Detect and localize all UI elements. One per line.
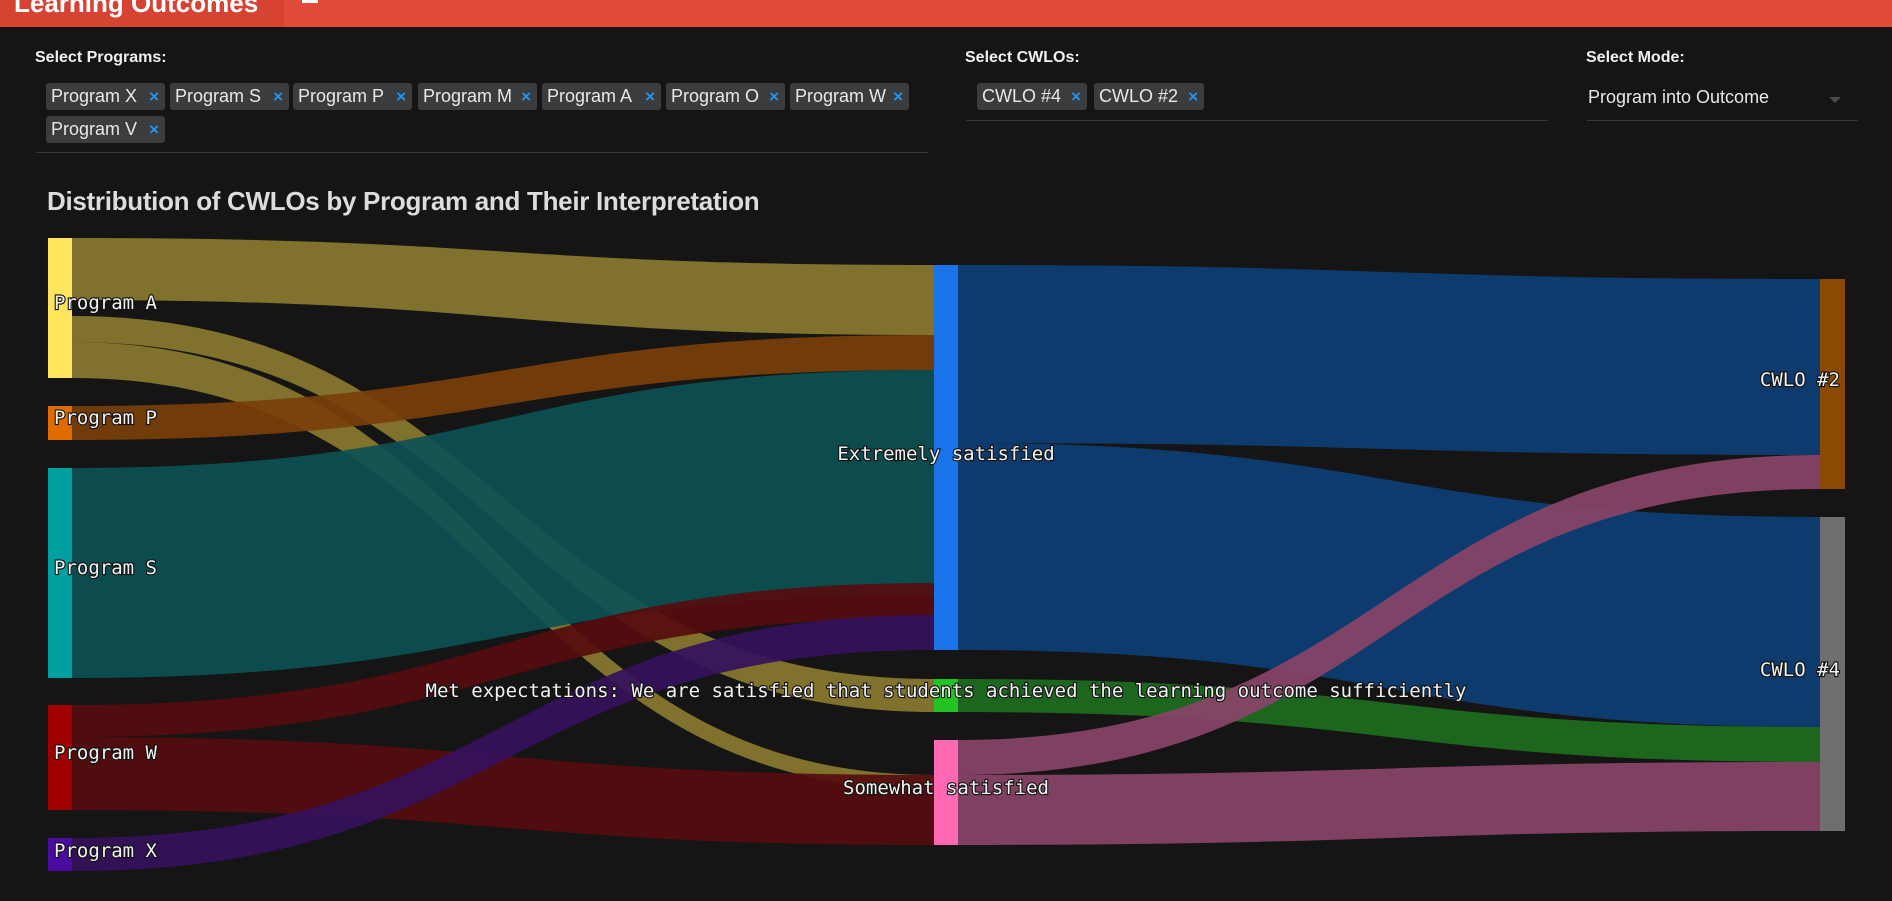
remove-tag-icon[interactable]: × xyxy=(149,87,159,106)
link-program-p-to-extremely-satisfied[interactable] xyxy=(72,335,934,440)
node-program-w[interactable] xyxy=(48,705,72,810)
remove-tag-icon[interactable]: × xyxy=(396,87,406,106)
tag-program-w: Program W × xyxy=(790,83,909,110)
node-program-s[interactable] xyxy=(48,468,72,678)
node-label-program-p: Program P xyxy=(54,407,157,429)
tag-program-v: Program V × xyxy=(46,116,165,143)
link-somewhat-satisfied-to-cwlo-4[interactable] xyxy=(958,762,1820,845)
node-label-cwlo-4: CWLO #4 xyxy=(1760,659,1840,681)
link-met-expectations-to-cwlo-4[interactable] xyxy=(958,679,1820,762)
node-cwlo-2[interactable] xyxy=(1820,279,1845,489)
chevron-down-icon[interactable] xyxy=(1829,97,1841,103)
tag-label: CWLO #2 xyxy=(1099,86,1179,106)
tag-label: Program S xyxy=(175,86,262,106)
tag-program-p: Program P × xyxy=(293,83,412,110)
cwlos-label: Select CWLOs: xyxy=(965,49,1080,66)
tag-label: CWLO #4 xyxy=(982,86,1062,106)
tag-program-x: Program X × xyxy=(46,83,165,110)
node-label-program-x: Program X xyxy=(54,840,158,862)
mode-label: Select Mode: xyxy=(1586,49,1685,66)
top-bar: Learning Outcomes xyxy=(0,0,1892,27)
link-program-a-to-extremely-satisfied[interactable] xyxy=(72,238,934,335)
programs-multiselect[interactable]: Program X × Program S × Program P × Program M ×… xyxy=(36,80,928,153)
link-program-w-to-somewhat-satisfied[interactable] xyxy=(72,737,934,845)
programs-label: Select Programs: xyxy=(35,49,167,66)
remove-tag-icon[interactable]: × xyxy=(645,87,655,106)
node-label-program-s: Program S xyxy=(54,557,157,579)
remove-tag-icon[interactable]: × xyxy=(1071,87,1081,106)
mode-select-value: Program into Outcome xyxy=(1588,87,1770,107)
sankey-links xyxy=(72,238,1820,871)
node-program-x[interactable] xyxy=(48,838,72,871)
app-title: Learning Outcomes xyxy=(14,0,259,18)
node-met-expectations[interactable] xyxy=(934,679,958,712)
tag-program-a: Program A × xyxy=(542,83,661,110)
node-label-met-expectations: Met expectations: We are satisfied that … xyxy=(426,680,1467,702)
node-extremely-satisfied[interactable] xyxy=(934,265,958,650)
remove-tag-icon[interactable]: × xyxy=(521,87,531,106)
node-somewhat-satisfied[interactable] xyxy=(934,740,958,845)
remove-tag-icon[interactable]: × xyxy=(1188,87,1198,106)
remove-tag-icon[interactable]: × xyxy=(769,87,779,106)
node-label-somewhat-satisfied: Somewhat satisfied xyxy=(843,777,1049,799)
tag-label: Program P xyxy=(298,86,385,106)
link-program-x-to-extremely-satisfied[interactable] xyxy=(72,615,934,871)
link-somewhat-satisfied-to-cwlo-2[interactable] xyxy=(958,455,1820,775)
node-label-program-a: Program A xyxy=(54,292,158,314)
tag-label: Program A xyxy=(547,86,633,106)
mode-select[interactable]: Program into Outcome xyxy=(1587,82,1858,121)
cwlos-multiselect[interactable]: CWLO #4 × CWLO #2 × xyxy=(966,80,1548,121)
chart-title: Distribution of CWLOs by Program and The… xyxy=(47,186,760,216)
node-program-p[interactable] xyxy=(48,406,72,440)
link-extremely-satisfied-to-cwlo-2[interactable] xyxy=(958,265,1820,455)
node-label-cwlo-2: CWLO #2 xyxy=(1760,369,1840,391)
tag-cwlo-2: CWLO #2 × xyxy=(1094,83,1204,110)
node-label-program-w: Program W xyxy=(54,742,158,764)
tag-label: Program M xyxy=(423,86,513,106)
remove-tag-icon[interactable]: × xyxy=(149,120,159,139)
tag-program-s: Program S × xyxy=(170,83,289,110)
app-brand: Learning Outcomes xyxy=(0,0,284,27)
tag-program-o: Program O × xyxy=(666,83,785,110)
tag-label: Program W xyxy=(795,86,887,106)
remove-tag-icon[interactable]: × xyxy=(893,87,903,106)
menu-icon[interactable] xyxy=(302,0,318,6)
tag-label: Program X xyxy=(51,86,138,106)
node-label-extremely-satisfied: Extremely satisfied xyxy=(837,443,1054,465)
remove-tag-icon[interactable]: × xyxy=(273,87,283,106)
link-program-w-to-extremely-satisfied[interactable] xyxy=(72,583,934,737)
tag-cwlo-4: CWLO #4 × xyxy=(977,83,1087,110)
node-program-a[interactable] xyxy=(48,238,72,378)
tag-label: Program V xyxy=(51,119,138,139)
sankey-labels: Program A Program P Program S Program W Prog… xyxy=(53,291,1841,863)
sankey-nodes xyxy=(48,238,1845,871)
node-cwlo-4[interactable] xyxy=(1820,517,1845,831)
tag-label: Program O xyxy=(671,86,760,106)
tag-program-m: Program M × xyxy=(418,83,537,110)
